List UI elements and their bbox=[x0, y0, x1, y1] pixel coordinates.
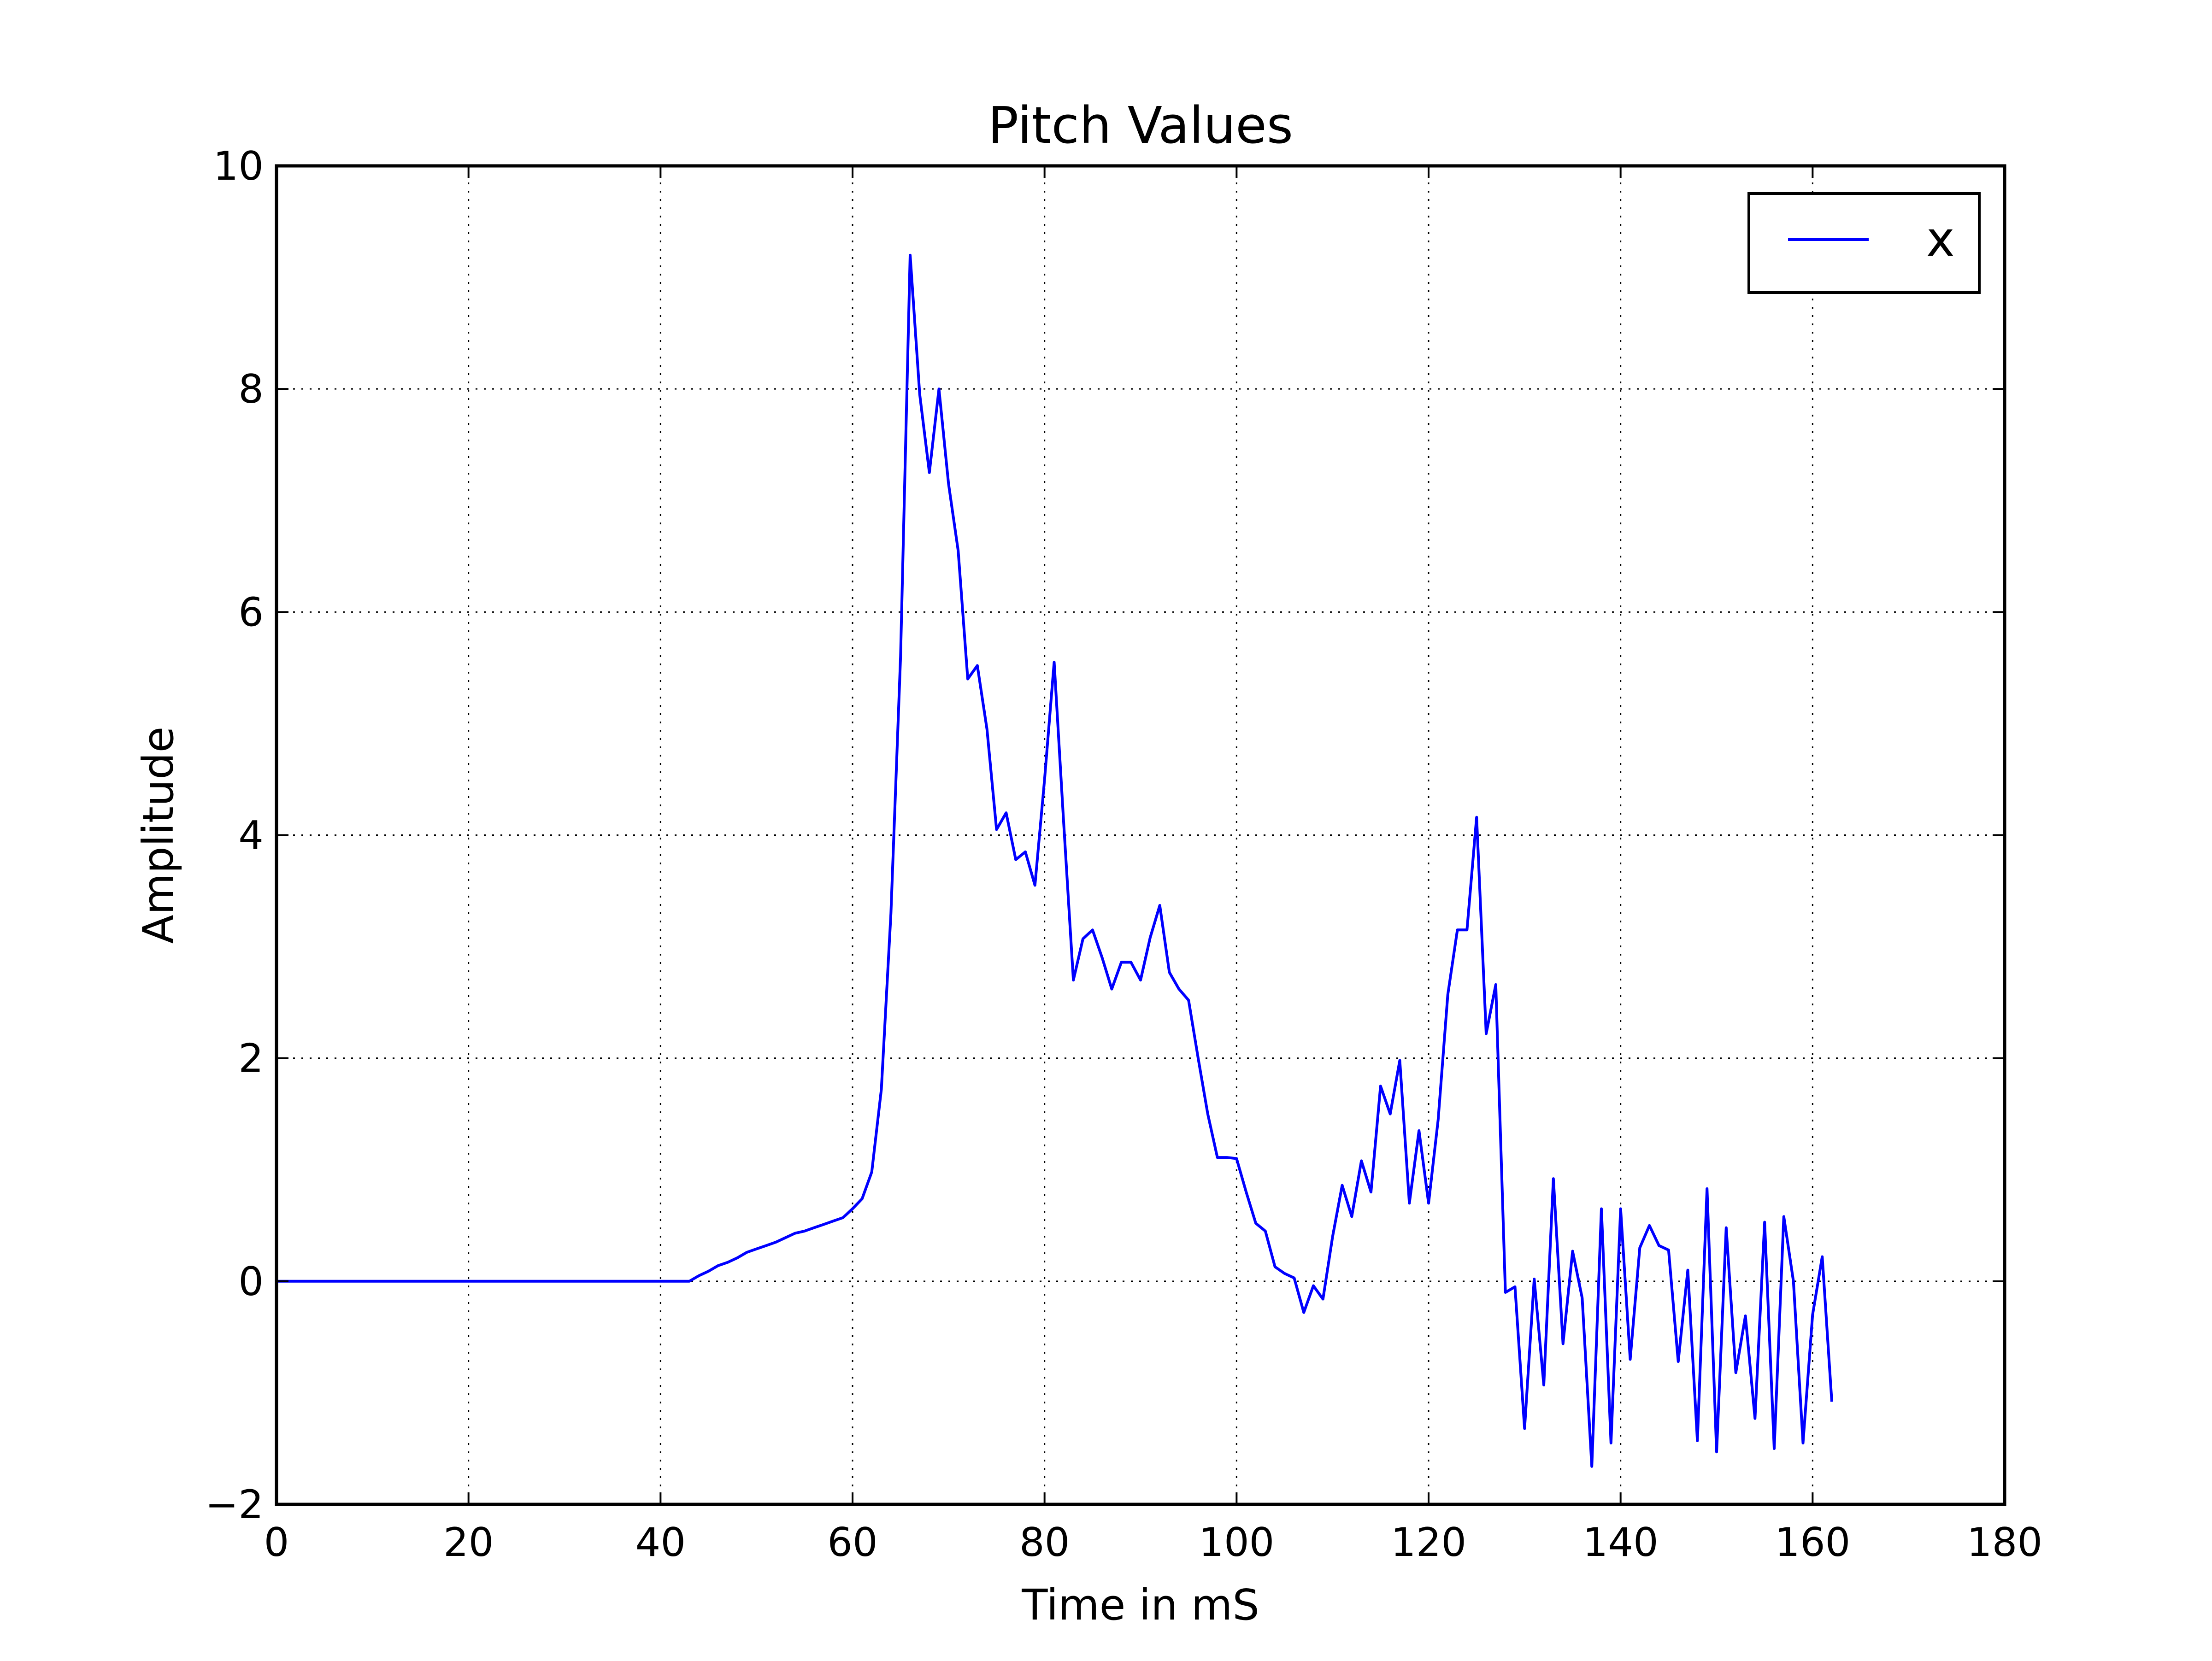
grid-lines bbox=[276, 166, 2005, 1504]
x-tick-label: 80 bbox=[1019, 1520, 1070, 1566]
legend: x bbox=[1747, 192, 1981, 294]
x-tick-label: 20 bbox=[443, 1520, 494, 1566]
legend-box bbox=[1747, 192, 1981, 294]
x-axis-label: Time in mS bbox=[1021, 1580, 1259, 1630]
y-tick-label: 10 bbox=[213, 143, 264, 189]
series-line-x bbox=[276, 253, 1833, 1468]
legend-label-x: x bbox=[1926, 211, 1955, 267]
y-tick-label: 6 bbox=[238, 589, 264, 635]
x-tick-label: 60 bbox=[827, 1520, 877, 1566]
plot-area bbox=[276, 253, 1833, 1468]
x-tick-label: 40 bbox=[635, 1520, 686, 1566]
axis-ticks bbox=[276, 165, 2006, 1505]
y-axis-label: Amplitude bbox=[134, 727, 183, 944]
x-tick-label: 120 bbox=[1391, 1520, 1466, 1566]
y-tick-label: 2 bbox=[238, 1036, 264, 1082]
x-tick-label: 140 bbox=[1583, 1520, 1659, 1566]
x-tick-label: 0 bbox=[264, 1520, 289, 1566]
x-tick-label: 100 bbox=[1199, 1520, 1274, 1566]
y-tick-label: 8 bbox=[238, 366, 264, 412]
y-tick-label: −2 bbox=[205, 1482, 264, 1528]
x-tick-label: 160 bbox=[1775, 1520, 1850, 1566]
y-tick-label: 0 bbox=[238, 1259, 264, 1305]
y-tick-label: 4 bbox=[238, 813, 264, 859]
x-tick-label: 180 bbox=[1967, 1520, 2042, 1566]
chart-title: Pitch Values bbox=[988, 96, 1293, 155]
